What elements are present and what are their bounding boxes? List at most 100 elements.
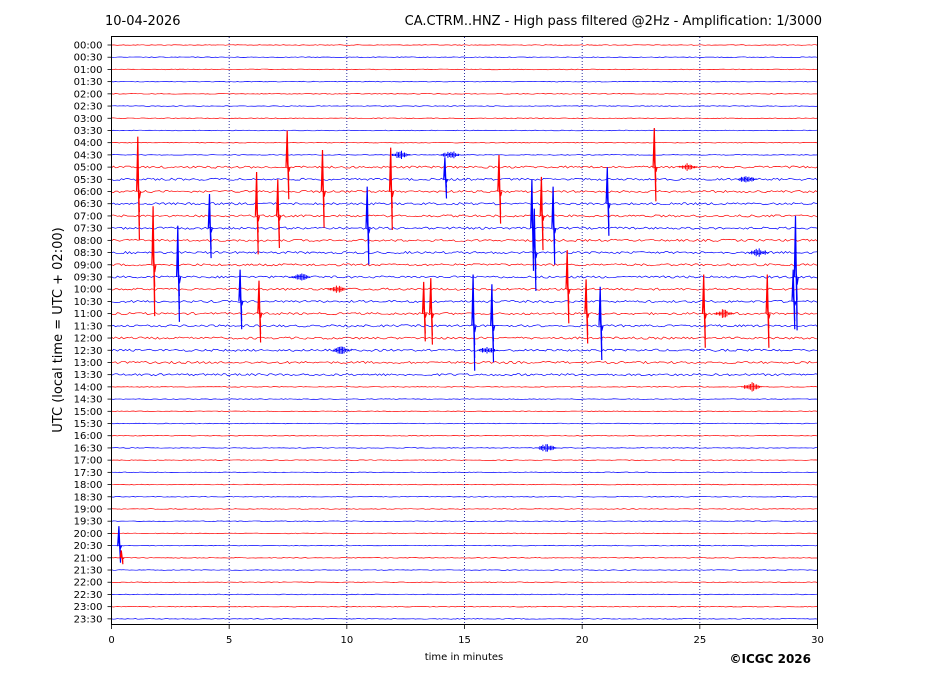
row-label: 01:00 (74, 65, 103, 76)
spike-28 (765, 274, 771, 348)
trace-line-0730 (111, 226, 818, 230)
copyright-label: ©ICGC 2026 (729, 652, 811, 666)
spike-15 (471, 274, 477, 371)
x-axis-label: time in minutes (425, 652, 504, 663)
x-tick-label: 20 (576, 635, 589, 646)
spike-25 (605, 167, 611, 236)
trace-line-2330 (111, 618, 818, 620)
spike-13 (421, 281, 428, 342)
row-label: 03:00 (74, 114, 103, 125)
spike-4 (238, 269, 244, 330)
noise-burst-7 (712, 309, 734, 318)
trace-line-2230 (111, 593, 818, 596)
x-tick-label: 5 (226, 635, 232, 646)
x-tick-layer: 0 5 10 15 20 25 30 (108, 624, 824, 646)
trace-line-1430 (111, 398, 818, 400)
trace-line-0500 (111, 165, 818, 169)
spike-7 (276, 179, 282, 249)
row-label: 02:00 (74, 89, 103, 100)
spike-9 (320, 149, 326, 228)
spike-5 (254, 171, 260, 255)
spike-21 (551, 186, 557, 265)
row-label: 21:00 (74, 553, 103, 564)
x-tick-label: 25 (693, 635, 706, 646)
y-axis-label: UTC (local time = UTC + 02:00) (51, 227, 66, 432)
row-label: 19:00 (74, 504, 103, 515)
row-label: 19:30 (74, 517, 103, 528)
row-label: 22:00 (74, 578, 103, 589)
row-label: 23:30 (74, 614, 103, 625)
row-label: 12:00 (74, 334, 103, 345)
row-label: 07:30 (74, 224, 103, 235)
spike-3 (207, 193, 213, 259)
row-label: 08:00 (74, 236, 103, 247)
trace-line-0100 (111, 68, 818, 71)
row-label: 23:00 (74, 602, 103, 613)
row-label: 13:30 (74, 370, 103, 381)
chart-title: CA.CTRM..HNZ - High pass filtered @2Hz -… (405, 14, 822, 29)
noise-burst-2 (677, 163, 699, 171)
trace-line-0700 (111, 214, 818, 218)
noise-burst-3 (736, 176, 757, 183)
trace-line-2030 (111, 544, 818, 547)
spike-29 (793, 215, 799, 331)
row-label: 09:00 (74, 260, 103, 271)
row-label: 18:00 (74, 480, 103, 491)
trace-line-1900 (111, 508, 818, 510)
spike-20 (539, 176, 545, 251)
row-label: 11:00 (74, 309, 103, 320)
row-label: 05:30 (74, 175, 103, 186)
row-label: 01:30 (74, 77, 103, 88)
spike-22 (565, 250, 571, 324)
spike-23 (584, 279, 590, 344)
date-label: 10-04-2026 (105, 14, 181, 29)
x-tick-label: 30 (811, 635, 824, 646)
grid-layer (228, 37, 701, 624)
x-tick-label: 15 (458, 635, 471, 646)
spike-6 (257, 280, 263, 343)
row-label: 22:30 (74, 590, 103, 601)
spike-27 (701, 274, 708, 348)
row-label: 10:30 (74, 297, 103, 308)
row-label: 00:30 (74, 53, 103, 64)
row-label: 06:30 (74, 199, 103, 210)
noise-burst-1 (439, 151, 461, 159)
row-label: 15:30 (74, 419, 103, 430)
spike-1 (151, 206, 157, 317)
row-label: 00:00 (74, 41, 103, 52)
row-label: 09:30 (74, 272, 103, 283)
trace-line-2100 (111, 557, 818, 559)
spike-19 (532, 208, 538, 292)
noise-burst-4 (748, 248, 769, 257)
row-label: 04:30 (74, 150, 103, 161)
trace-line-0230 (111, 105, 818, 107)
x-tick-label: 0 (108, 635, 114, 646)
trace-line-0000 (111, 44, 818, 46)
trace-line-2130 (111, 569, 818, 571)
noise-burst-6 (326, 285, 348, 293)
trace-line-1230 (111, 348, 818, 353)
row-label: 17:00 (74, 456, 103, 467)
spike-30 (791, 269, 797, 330)
row-label: 03:30 (74, 126, 103, 137)
spike-26 (652, 127, 658, 202)
row-label: 06:00 (74, 187, 103, 198)
row-label: 02:30 (74, 102, 103, 113)
trace-line-1400 (111, 386, 818, 388)
trace-line-0300 (111, 117, 818, 119)
trace-line-2300 (111, 605, 818, 608)
trace-line-2000 (111, 532, 818, 535)
spike-24 (598, 286, 604, 361)
spike-17 (497, 154, 503, 224)
noise-burst-8 (331, 346, 353, 354)
row-label: 14:00 (74, 382, 103, 393)
spike-12 (443, 157, 449, 199)
trace-line-2200 (111, 581, 818, 583)
row-label: 05:00 (74, 163, 103, 174)
spike-2 (176, 225, 182, 322)
trace-line-1500 (111, 410, 818, 413)
spike-10 (365, 186, 371, 265)
trace-line-0930 (111, 275, 818, 279)
